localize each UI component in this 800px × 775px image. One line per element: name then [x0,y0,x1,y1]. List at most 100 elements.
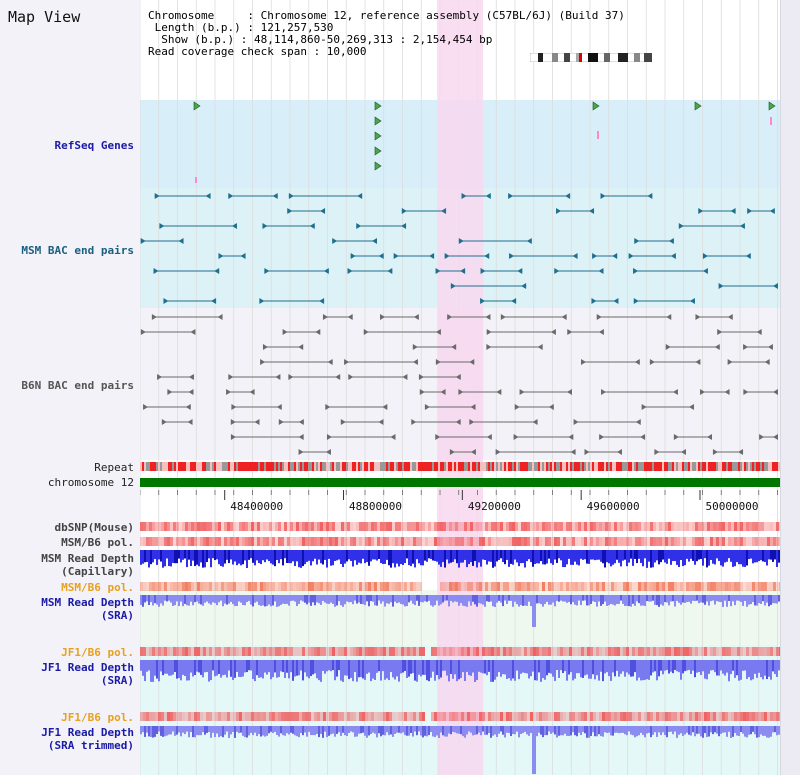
track-label-msm-b6-pol-2[interactable]: MSM/B6 pol. [61,581,134,594]
depth-bar [368,595,370,607]
depth-bar [418,595,420,606]
pol-cell [689,582,692,591]
pol-cell [377,712,380,721]
depth-bar [750,660,752,681]
track-label-repeat[interactable]: Repeat [94,461,134,474]
pol-cell [482,712,485,721]
depth-bar [410,660,412,674]
pol-cell [242,647,245,656]
b6n-bac-pair-end [298,419,304,425]
depth-bar [622,660,624,672]
depth-bar [320,550,322,564]
pol-cell [395,582,398,591]
pol-cell [692,582,695,591]
depth-bar [144,726,146,737]
pol-cell [206,537,209,546]
track-label-jf1-read-depth-trimmed[interactable]: JF1 Read Depth [41,726,134,739]
repeat-block [598,462,600,471]
b6n-bac-pair-end [666,314,672,320]
repeat-block [408,462,410,471]
pol-cell [311,537,314,546]
pol-cell [143,712,146,721]
pol-cell [347,582,350,591]
repeat-block [376,462,378,471]
pol-cell [338,712,341,721]
depth-bar [540,595,542,605]
depth-bar [216,550,218,560]
track-label-b6n-bac[interactable]: B6N BAC end pairs [21,379,134,392]
pol-cell [374,647,377,656]
track-label-jf1-b6-pol-1[interactable]: JF1/B6 pol. [61,646,134,659]
repeat-block [692,462,694,471]
depth-bar [648,595,650,602]
pol-cell [719,647,722,656]
pol-cell [428,537,431,546]
depth-bar [660,550,662,563]
depth-bar [628,726,630,732]
depth-bar [284,660,286,678]
pol-cell [242,582,245,591]
depth-bar [328,660,330,671]
depth-bar [400,726,402,734]
depth-bar [442,550,444,563]
depth-bar [430,550,432,560]
genome-tracks-canvas[interactable]: 48400000 48800000 49200000 49600000 50000000 [140,0,780,775]
depth-bar [298,550,300,568]
depth-bar [310,726,312,736]
depth-bar [568,660,570,675]
depth-bar [316,726,318,734]
pol-cell [722,712,725,721]
repeat-block [392,462,394,471]
depth-bar [774,726,776,733]
depth-bar [542,595,544,607]
track-label-msm-bac[interactable]: MSM BAC end pairs [21,244,134,257]
pol-cell [719,537,722,546]
repeat-block [768,462,770,471]
pol-cell [188,522,191,531]
pol-cell [746,522,749,531]
depth-bar [302,660,304,681]
track-label-chromosome[interactable]: chromosome 12 [47,476,134,489]
depth-bar [534,595,536,627]
depth-bar [478,595,480,604]
track-label-dbsnp[interactable]: dbSNP(Mouse) [54,521,134,534]
repeat-block [218,462,220,471]
pol-cell [182,582,185,591]
depth-bar [538,550,540,564]
depth-bar [578,550,580,566]
pol-cell [509,522,512,531]
depth-bar [296,660,298,676]
pol-cell [362,537,365,546]
depth-bar [316,660,318,679]
chromosome-ideogram[interactable] [530,53,652,62]
depth-bar [624,595,626,607]
pol-cell [671,647,674,656]
depth-bar [272,726,274,733]
depth-bar [164,595,166,601]
track-label-msm-read-depth-capillary[interactable]: MSM Read Depth [41,552,134,565]
depth-bar [706,726,708,738]
pol-cell [431,522,434,531]
track-label-jf1-b6-pol-2[interactable]: JF1/B6 pol. [61,711,134,724]
b6n-bac-pair-end [380,314,386,320]
depth-bar [522,660,524,673]
track-label-msm-read-depth-sra[interactable]: MSM Read Depth [41,596,134,609]
pol-cell [620,647,623,656]
pol-cell [563,647,566,656]
pol-cell [350,647,353,656]
depth-bar [144,595,146,603]
pol-cell [683,647,686,656]
track-label-msm-b6-pol-1[interactable]: MSM/B6 pol. [61,536,134,549]
pol-cell [266,522,269,531]
depth-bar [232,595,234,605]
pol-cell [305,582,308,591]
track-label-refseq-genes[interactable]: RefSeq Genes [54,139,134,152]
vertical-scrollbar[interactable] [780,0,800,775]
track-label-jf1-read-depth-sra[interactable]: JF1 Read Depth [41,661,134,674]
pol-cell [239,522,242,531]
msm-bac-pair-end [458,238,464,244]
b6n-bac-pair-end [599,434,605,440]
pol-cell [437,647,440,656]
depth-bar [378,550,380,559]
depth-bar [558,660,560,678]
